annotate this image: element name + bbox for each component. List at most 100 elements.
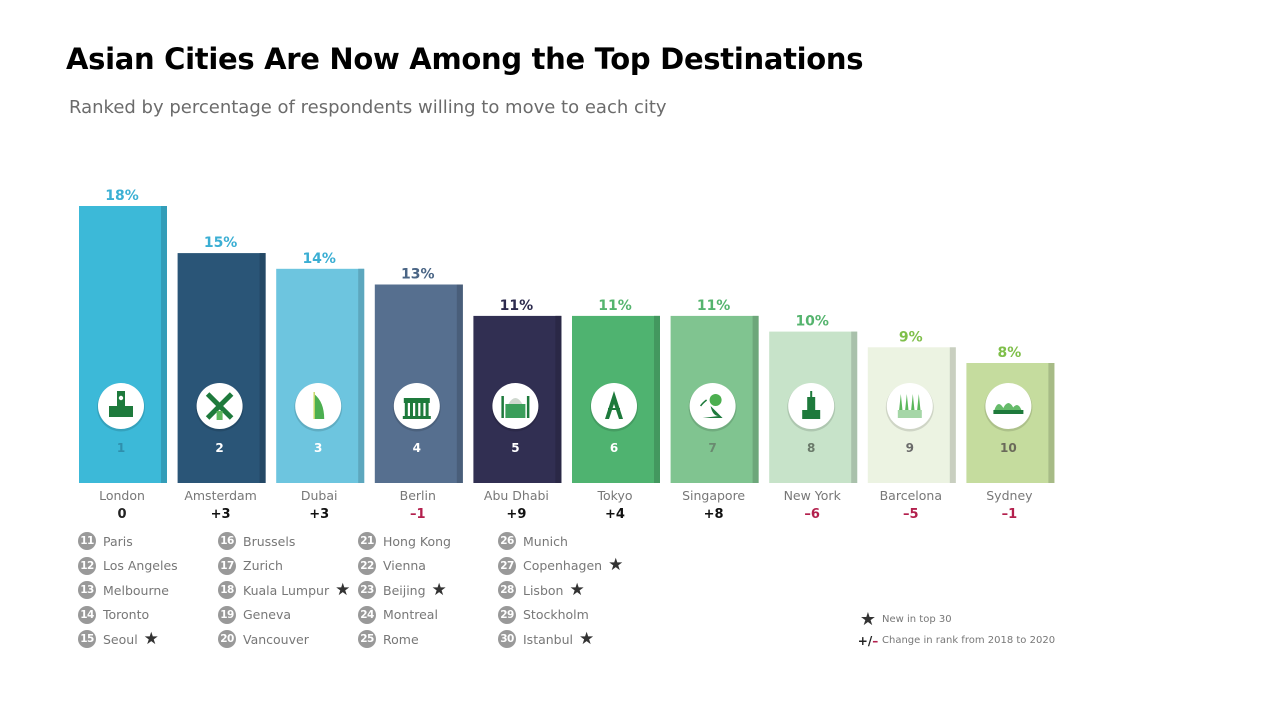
rank-badge: 22 xyxy=(358,556,376,575)
list-item: 15 Seoul ★ xyxy=(78,627,178,652)
tower-shape xyxy=(117,391,125,417)
list-item: 21 Hong Kong xyxy=(358,529,451,554)
bar-group: 9% 9 Barcelona –5 xyxy=(867,329,956,522)
bar-side-shade xyxy=(456,284,463,483)
rank-change: +4 xyxy=(605,507,625,522)
sail-shape xyxy=(314,394,325,419)
icon-circle xyxy=(886,383,933,429)
city-name: Munich xyxy=(523,533,568,549)
base-shape xyxy=(216,411,223,420)
clock-face xyxy=(118,395,124,401)
city-name: Seoul xyxy=(103,631,138,647)
bar-side-shade xyxy=(752,315,759,483)
bar-group: 15% 2 Amsterdam +3 xyxy=(177,235,266,522)
rank-badge: 28 xyxy=(498,581,516,600)
bar-group: 13% 4 Berlin –1 xyxy=(374,267,463,522)
rank-badge: 25 xyxy=(358,630,376,649)
dome-shape xyxy=(508,398,523,404)
city-name: Tokyo xyxy=(597,488,633,503)
list-item: 23 Beijing ★ xyxy=(358,578,451,603)
blade-shape xyxy=(205,392,234,420)
icon-circle xyxy=(591,383,637,429)
city-name: Abu Dhabi xyxy=(484,488,549,503)
list-item: 19 Geneva xyxy=(218,603,350,628)
base-shape xyxy=(402,416,431,419)
hall-shape xyxy=(505,404,526,418)
base-shape xyxy=(802,410,821,419)
city-name: Zurich xyxy=(243,558,283,574)
city-name: Barcelona xyxy=(880,488,942,503)
column-shape xyxy=(425,403,429,416)
data-label: 14% xyxy=(302,251,336,267)
rank-badge: 23 xyxy=(358,581,376,600)
rank-change: 0 xyxy=(117,507,126,522)
city-name: Vienna xyxy=(383,558,426,574)
rank-list-column: 26 Munich 27 Copenhagen ★ 28 Lisbon ★ 29 Stockhol… xyxy=(498,529,623,652)
plus-minus-icon: +/– xyxy=(854,634,882,648)
shell-shape xyxy=(1002,403,1015,410)
bar-side-shade xyxy=(555,315,562,483)
star-icon: ★ xyxy=(859,609,877,630)
brandenburg-gate-icon xyxy=(402,398,431,419)
bar-group: 11% 6 Tokyo +4 xyxy=(572,298,660,522)
list-item: 11 Paris xyxy=(78,529,178,554)
column-shape xyxy=(420,403,424,416)
legend-new-label: New in top 30 xyxy=(882,614,952,625)
rank-badge: 30 xyxy=(498,630,516,649)
data-label: 8% xyxy=(998,345,1022,361)
roof-shape xyxy=(403,398,430,403)
tower-shape xyxy=(605,391,623,419)
star-icon: ★ xyxy=(335,579,351,600)
rank-badge: 14 xyxy=(78,605,96,624)
rank-list-column: 16 Brussels 17 Zurich 18 Kuala Lumpur ★ 19 Genev… xyxy=(218,529,350,652)
list-item: 25 Rome xyxy=(358,627,451,652)
rank-number: 7 xyxy=(708,441,716,455)
city-name: Amsterdam xyxy=(184,488,257,503)
city-name: Stockholm xyxy=(523,607,589,623)
rank-list-column: 21 Hong Kong 22 Vienna 23 Beijing ★ 24 Montreal 2… xyxy=(358,529,451,652)
city-name: Copenhagen xyxy=(523,558,603,574)
city-name: Berlin xyxy=(400,488,436,503)
city-name: Montreal xyxy=(383,607,438,623)
water-shape xyxy=(699,399,708,407)
mosque-icon xyxy=(501,396,530,418)
bar-group: 10% 8 New York –6 xyxy=(769,314,858,522)
rank-number: 2 xyxy=(215,441,223,455)
bar-group: 11% 7 Singapore +8 xyxy=(670,298,759,522)
empire-state-icon xyxy=(802,391,821,419)
rank-number: 6 xyxy=(610,441,618,455)
city-name: Singapore xyxy=(682,488,745,503)
city-name: Toronto xyxy=(103,607,150,623)
rank-number: 9 xyxy=(906,441,914,455)
shell-shape xyxy=(994,404,1005,410)
bar-side-shade xyxy=(358,268,365,483)
windmill-icon xyxy=(205,392,234,420)
rank-badge: 27 xyxy=(498,556,516,575)
list-item: 26 Munich xyxy=(498,529,623,554)
list-item: 29 Stockholm xyxy=(498,603,623,628)
big-ben-icon xyxy=(109,391,133,417)
rank-badge: 21 xyxy=(358,532,376,551)
bar-group: 11% 5 Abu Dhabi +9 xyxy=(473,298,562,522)
rank-number: 8 xyxy=(807,441,815,455)
bar xyxy=(79,206,167,483)
rank-number: 1 xyxy=(117,441,125,455)
rank-number: 5 xyxy=(511,441,519,455)
rank-badge: 11 xyxy=(78,532,96,551)
rank-number: 3 xyxy=(314,441,322,455)
rank-badge: 26 xyxy=(498,532,516,551)
burj-al-arab-icon xyxy=(313,392,325,419)
bar-side-shade xyxy=(259,253,266,483)
minaret-shape xyxy=(526,396,530,418)
bar-side-shade xyxy=(949,347,956,483)
rank-badge: 16 xyxy=(218,532,236,551)
rank-badge: 13 xyxy=(78,581,96,600)
rank-badge: 19 xyxy=(218,605,236,624)
city-name: Hong Kong xyxy=(383,533,451,549)
data-label: 15% xyxy=(204,235,238,251)
star-icon: ★ xyxy=(569,579,585,600)
star-icon: ★ xyxy=(608,555,624,576)
sagrada-familia-icon xyxy=(897,394,922,418)
base-shape xyxy=(993,410,1024,414)
city-name: Istanbul xyxy=(523,631,574,647)
